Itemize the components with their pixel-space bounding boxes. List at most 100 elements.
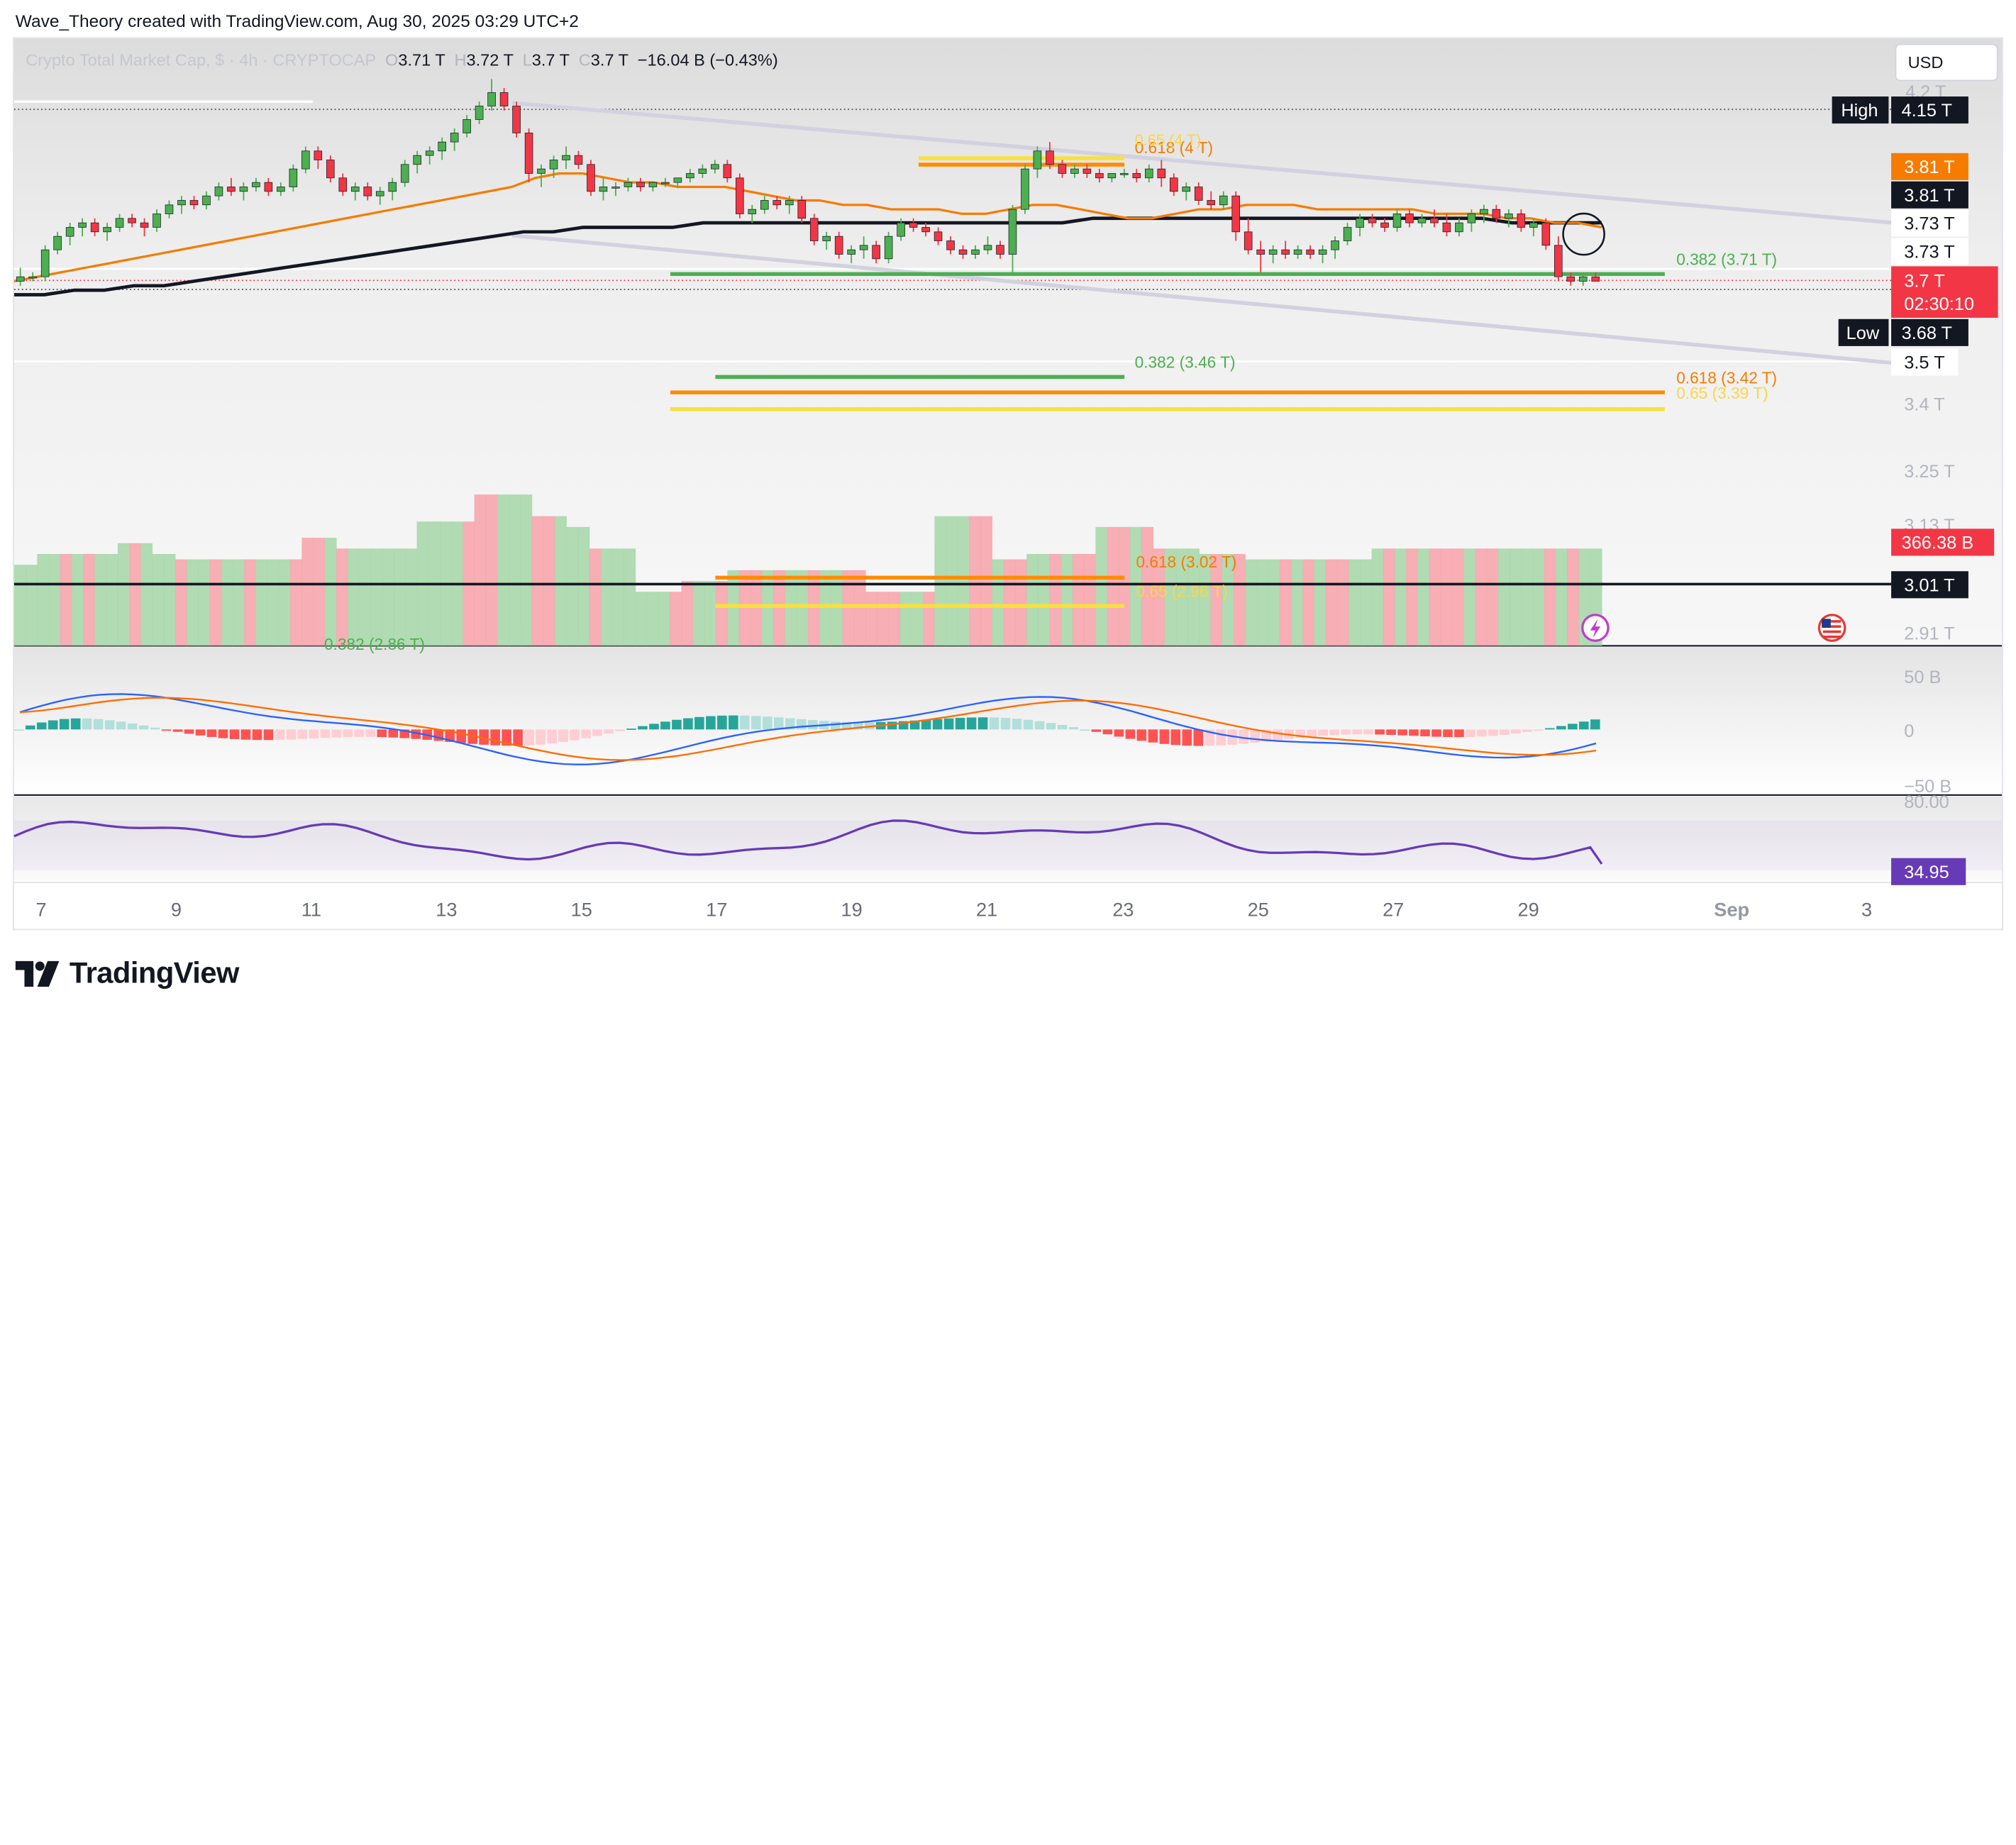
volume-bar	[129, 543, 141, 646]
volume-bar	[1371, 548, 1384, 646]
candle-body	[438, 141, 446, 152]
low-value: 3.68 T	[1902, 323, 1952, 343]
volume-bar	[405, 548, 418, 646]
candle-body	[425, 150, 434, 156]
volume-bar	[26, 565, 38, 646]
candle-body	[909, 222, 918, 228]
volume-bar	[624, 548, 636, 646]
rsi-band	[13, 820, 2003, 870]
volume-bar	[336, 548, 348, 646]
volume-bar	[1256, 559, 1269, 646]
legend-close: 3.7 T	[590, 50, 628, 70]
candle-body	[1244, 231, 1253, 250]
macd-tick: 50 B	[1904, 667, 1941, 687]
macd-histogram-bar	[830, 721, 841, 730]
candle-body	[599, 187, 608, 192]
volume-bar	[577, 526, 590, 646]
macd-scale[interactable]: 50 B 0 −50 B	[1904, 667, 1951, 797]
volume-bar	[899, 592, 912, 646]
volume-bar	[750, 570, 763, 646]
volume-bar	[1014, 559, 1027, 646]
tradingview-logo[interactable]: TradingView	[15, 956, 239, 991]
volume-bar	[278, 559, 291, 646]
volume-bar	[1245, 559, 1258, 646]
volume-bar	[773, 570, 786, 646]
volume-bar	[94, 553, 107, 646]
candle-body	[314, 150, 323, 160]
macd-histogram-bar	[1545, 728, 1555, 730]
candle-body	[549, 160, 558, 170]
macd-histogram-bar	[1511, 729, 1521, 734]
macd-histogram-bar	[536, 729, 545, 745]
candle-body	[686, 173, 694, 179]
macd-histogram-bar	[343, 729, 353, 738]
macd-histogram-bar	[286, 729, 297, 740]
bar-countdown: 02:30:10	[1904, 294, 1974, 314]
candle-body	[1492, 209, 1501, 219]
macd-histogram-bar	[331, 729, 342, 738]
candle-body	[1405, 214, 1414, 223]
high-label-box	[1832, 96, 1889, 124]
candle-body	[16, 276, 25, 282]
fib-label: 0.382 (3.71 T)	[1676, 250, 1777, 269]
candle-body	[624, 182, 633, 187]
us-flag-icon[interactable]	[1817, 614, 1846, 642]
macd-histogram-bar	[1534, 729, 1544, 731]
channel-lower-line	[511, 233, 1892, 365]
volume-bar	[370, 548, 383, 646]
candle-body	[1082, 168, 1092, 174]
time-axis[interactable]: 7 9 11 13 15 17 19 21 23 25 27 29 Sep 3	[35, 898, 1872, 920]
volume-bar	[1521, 548, 1534, 646]
volume-bar	[1060, 553, 1073, 646]
candle-body	[983, 245, 992, 250]
value-box	[1891, 209, 1968, 237]
volume-bar	[612, 548, 625, 646]
price-scale[interactable]: 4.2 T High 4.15 T 3.81 T 3.81 T 3.73 T 3…	[1832, 82, 1998, 644]
chart-canvas[interactable]: 0.618 (4 T) 0.65 (4 T) 0.382 (3.71 T) 0.…	[0, 0, 2016, 1016]
candle-body	[1021, 168, 1029, 210]
volume-bar	[1314, 559, 1327, 646]
macd-histogram-bar	[1409, 729, 1419, 736]
candle-body	[884, 236, 893, 260]
legend-open: 3.71 T	[398, 50, 445, 70]
low-label: Low	[1846, 323, 1880, 343]
macd-histogram-bar	[1216, 729, 1226, 746]
volume-bar	[313, 538, 326, 646]
candle-body	[388, 182, 397, 192]
symbol-legend[interactable]: Crypto Total Market Cap, $ · 4h · CRYPTO…	[26, 50, 777, 70]
line-badge: 3.01 T	[1904, 575, 1954, 595]
candle-body	[872, 245, 880, 260]
macd-histogram-bar	[785, 718, 795, 730]
volume-bar	[13, 565, 26, 646]
macd-histogram-bar	[1080, 729, 1090, 731]
volume-bar	[923, 592, 935, 646]
fib-label: 0.618 (3.02 T)	[1136, 553, 1236, 571]
macd-histogram-bar	[989, 717, 999, 730]
volume-bar	[1234, 553, 1246, 646]
macd-histogram-bar	[82, 718, 92, 730]
volume-bar	[1429, 548, 1441, 646]
rsi-scale[interactable]: 80.00 34.95	[1891, 792, 1966, 885]
last-price-box	[1891, 266, 1998, 318]
macd-histogram-bar	[706, 716, 716, 730]
volume-bar	[1532, 548, 1545, 646]
lightning-icon[interactable]	[1581, 614, 1610, 642]
fib-label: 0.65 (4 T)	[1135, 131, 1202, 149]
annotation-circle	[1562, 212, 1605, 256]
currency-button[interactable]: USD	[1895, 43, 1998, 82]
volume-bar	[394, 548, 406, 646]
macd-histogram-bar	[604, 729, 614, 734]
macd-histogram-bar	[1012, 719, 1022, 730]
candle-body	[1417, 218, 1427, 223]
high-value: 4.15 T	[1902, 101, 1952, 121]
macd-histogram-bar	[150, 727, 160, 730]
macd-histogram-bar	[570, 729, 580, 741]
candle-body	[289, 168, 298, 187]
candle-body	[28, 276, 37, 279]
candle-body	[463, 119, 471, 133]
macd-histogram-bar	[59, 719, 70, 730]
macd-histogram-bar	[649, 724, 659, 730]
candle-body	[202, 195, 211, 206]
macd-histogram-bar	[1568, 724, 1578, 730]
